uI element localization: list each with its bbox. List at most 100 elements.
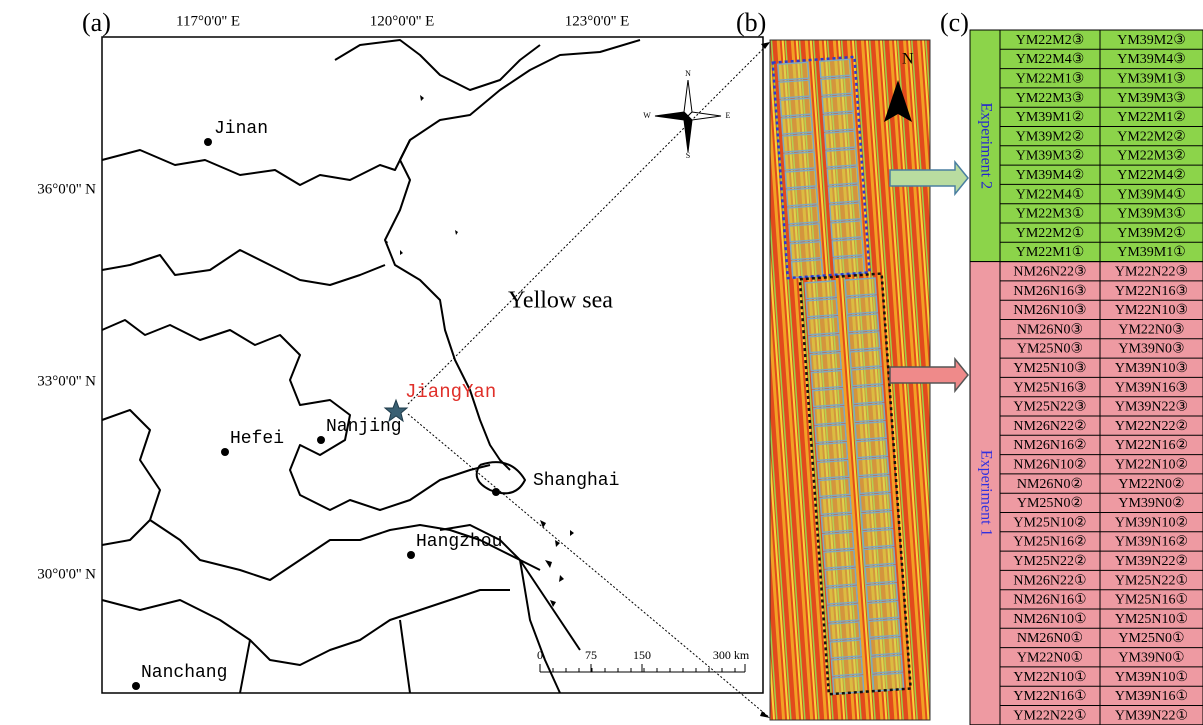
- cell: YM39M4②: [1016, 168, 1085, 183]
- plot: [828, 202, 862, 222]
- cell: NM26N22③: [1013, 264, 1086, 279]
- plot: [815, 441, 849, 462]
- cell: YM22M2②: [1117, 129, 1186, 144]
- cell: NM26N10③: [1013, 303, 1086, 318]
- lat-label: 36°0'0'' N: [37, 181, 96, 197]
- cell: YM25N16②: [1013, 535, 1086, 550]
- plot: [859, 492, 892, 513]
- cell: YM25N10③: [1013, 361, 1086, 376]
- city-dot: [204, 138, 212, 146]
- plot: [854, 420, 887, 441]
- cell: YM39N22③: [1115, 400, 1188, 415]
- plot: [804, 280, 837, 300]
- sea-label: Yellow sea: [508, 288, 613, 314]
- lat-label: 30°0'0'' N: [37, 566, 96, 582]
- cell: YM22M3③: [1016, 91, 1085, 106]
- table: Experiment 2 YM22M2③ YM39M2③ YM22M4③ YM39M4③…: [969, 29, 1203, 725]
- city-label: Jinan: [214, 119, 268, 139]
- plot: [826, 166, 860, 186]
- cell: YM39N16①: [1115, 689, 1188, 704]
- plot: [863, 546, 896, 567]
- plot: [850, 366, 884, 387]
- cell: YM25N22①: [1115, 573, 1188, 588]
- plot: [814, 423, 848, 444]
- cell: NM26N0③: [1017, 322, 1083, 337]
- plot: [830, 657, 864, 677]
- cities: Jinan Hefei Nanjing Shanghai Hangzhou Nanchan…: [132, 119, 619, 690]
- cell: NM26N16③: [1013, 284, 1086, 299]
- plot: [825, 148, 858, 168]
- cell: YM22N10①: [1013, 670, 1086, 685]
- cell: YM22M2①: [1016, 226, 1085, 241]
- city-dot: [407, 551, 415, 559]
- plot: [860, 510, 894, 531]
- cell: YM39M3③: [1117, 91, 1186, 106]
- cell: YM25N0③: [1017, 342, 1083, 357]
- cell: YM39M3②: [1016, 149, 1085, 164]
- map-frame: [101, 36, 764, 694]
- plot: [778, 79, 811, 99]
- cell: NM26N10①: [1013, 612, 1086, 627]
- cell: NM26N16②: [1013, 438, 1086, 453]
- cell: YM22M4③: [1016, 52, 1085, 67]
- lat-label: 33°0'0'' N: [37, 373, 96, 389]
- plot: [844, 277, 877, 297]
- group-label: Experiment 2: [977, 102, 994, 189]
- plot: [830, 220, 863, 240]
- lat-labels: 36°0'0'' N 33°0'0'' N 30°0'0'' N: [37, 181, 96, 582]
- cell: NM26N16①: [1013, 593, 1086, 608]
- plot: [811, 387, 845, 408]
- plot: [866, 600, 900, 621]
- cell: YM22N16②: [1115, 438, 1188, 453]
- panel-label: (a): [82, 8, 111, 37]
- cell: YM25N0②: [1017, 496, 1083, 511]
- cell: YM39N0③: [1118, 342, 1184, 357]
- plot: [847, 331, 881, 351]
- scale-label: 75: [585, 648, 597, 662]
- arrowhead: [761, 42, 770, 49]
- cell: YM22M3①: [1016, 207, 1085, 222]
- cell: NM26N0②: [1017, 477, 1083, 492]
- connector: [407, 41, 771, 405]
- plot: [787, 205, 820, 225]
- lon-label: 123°0'0'' E: [565, 13, 630, 29]
- plot: [861, 528, 895, 549]
- compass-label: N: [685, 69, 691, 78]
- cell: YM39M2③: [1117, 33, 1186, 48]
- scale-bar: 0 75 150 300 km: [537, 648, 750, 673]
- lon-label: 117°0'0'' E: [176, 13, 240, 29]
- cell: YM39M1②: [1016, 110, 1085, 125]
- compass-label: E: [726, 111, 731, 120]
- plot: [821, 94, 855, 115]
- cell: YM22N10②: [1115, 457, 1188, 472]
- cell: YM39N16②: [1115, 535, 1188, 550]
- cell: NM26N10②: [1013, 457, 1086, 472]
- cell: YM25N10②: [1013, 515, 1086, 530]
- cell: YM39N10①: [1115, 670, 1188, 685]
- cell: YM22M2③: [1016, 33, 1085, 48]
- cell: YM22N16①: [1013, 689, 1086, 704]
- plot: [822, 112, 856, 132]
- plot: [831, 675, 865, 695]
- experiment-box: [798, 272, 913, 696]
- uav-image: [770, 40, 930, 720]
- site-label: JiangYan: [405, 381, 496, 403]
- scale-label: 0: [537, 648, 543, 662]
- plot: [813, 405, 846, 426]
- plot: [821, 531, 855, 552]
- cell: YM22M4①: [1016, 187, 1085, 202]
- group-label: Experiment 1: [977, 450, 994, 537]
- cell: YM39N0②: [1118, 496, 1184, 511]
- panel-label: (b): [736, 8, 766, 37]
- plot: [806, 315, 840, 336]
- plot: [808, 333, 841, 354]
- site-marker: [383, 398, 409, 423]
- plot: [816, 459, 850, 480]
- cell: YM22N22①: [1013, 708, 1086, 723]
- plot: [827, 184, 861, 204]
- plot: [823, 130, 857, 150]
- plot: [829, 639, 863, 659]
- cell: YM22N0③: [1118, 322, 1184, 337]
- plot: [865, 582, 899, 603]
- plot: [864, 564, 897, 585]
